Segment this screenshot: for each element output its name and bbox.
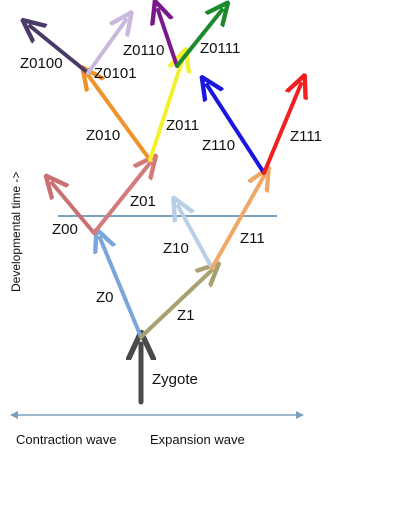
wave-axis-left-head: [10, 411, 18, 419]
label-z11: Z11: [240, 230, 265, 247]
contraction-wave-label: Contraction wave: [16, 432, 116, 447]
wave-axis-arrow: [10, 411, 304, 419]
label-z10: Z10: [163, 240, 189, 257]
label-z0100: Z0100: [20, 55, 63, 72]
arrow-z1: [139, 270, 212, 339]
label-z111: Z111: [290, 128, 322, 145]
label-z01: Z01: [130, 193, 156, 210]
expansion-wave-label: Expansion wave: [150, 432, 245, 447]
label-z0111: Z0111: [200, 40, 240, 57]
label-z0: Z0: [96, 289, 114, 306]
label-z011: Z011: [166, 117, 199, 134]
arrow-z01: [92, 163, 150, 235]
developmental-time-label: Developmental time ->: [9, 172, 23, 292]
arrow-z0111: [175, 10, 222, 68]
arrow-z111: [262, 84, 301, 175]
label-z1: Z1: [177, 307, 195, 324]
arrow-z110: [207, 85, 266, 175]
arrow-z011: [148, 58, 183, 162]
label-z110: Z110: [202, 137, 235, 154]
arrow-z010: [88, 75, 152, 162]
label-z010: Z010: [86, 127, 120, 144]
wave-axis-right-head: [296, 411, 304, 419]
label-zygote: Zygote: [152, 371, 198, 388]
label-z0110: Z0110: [123, 42, 164, 59]
label-z0101: Z0101: [94, 65, 137, 82]
arrow-z0110: [158, 10, 179, 68]
label-z00: Z00: [52, 221, 78, 238]
arrows: [30, 10, 301, 405]
arrow-z0100: [30, 26, 90, 75]
arrow-z0101: [86, 20, 126, 75]
arrow-z00: [52, 183, 96, 235]
arrow-z11: [210, 176, 264, 270]
arrow-z0: [100, 238, 143, 339]
arrow-z10: [178, 206, 214, 270]
